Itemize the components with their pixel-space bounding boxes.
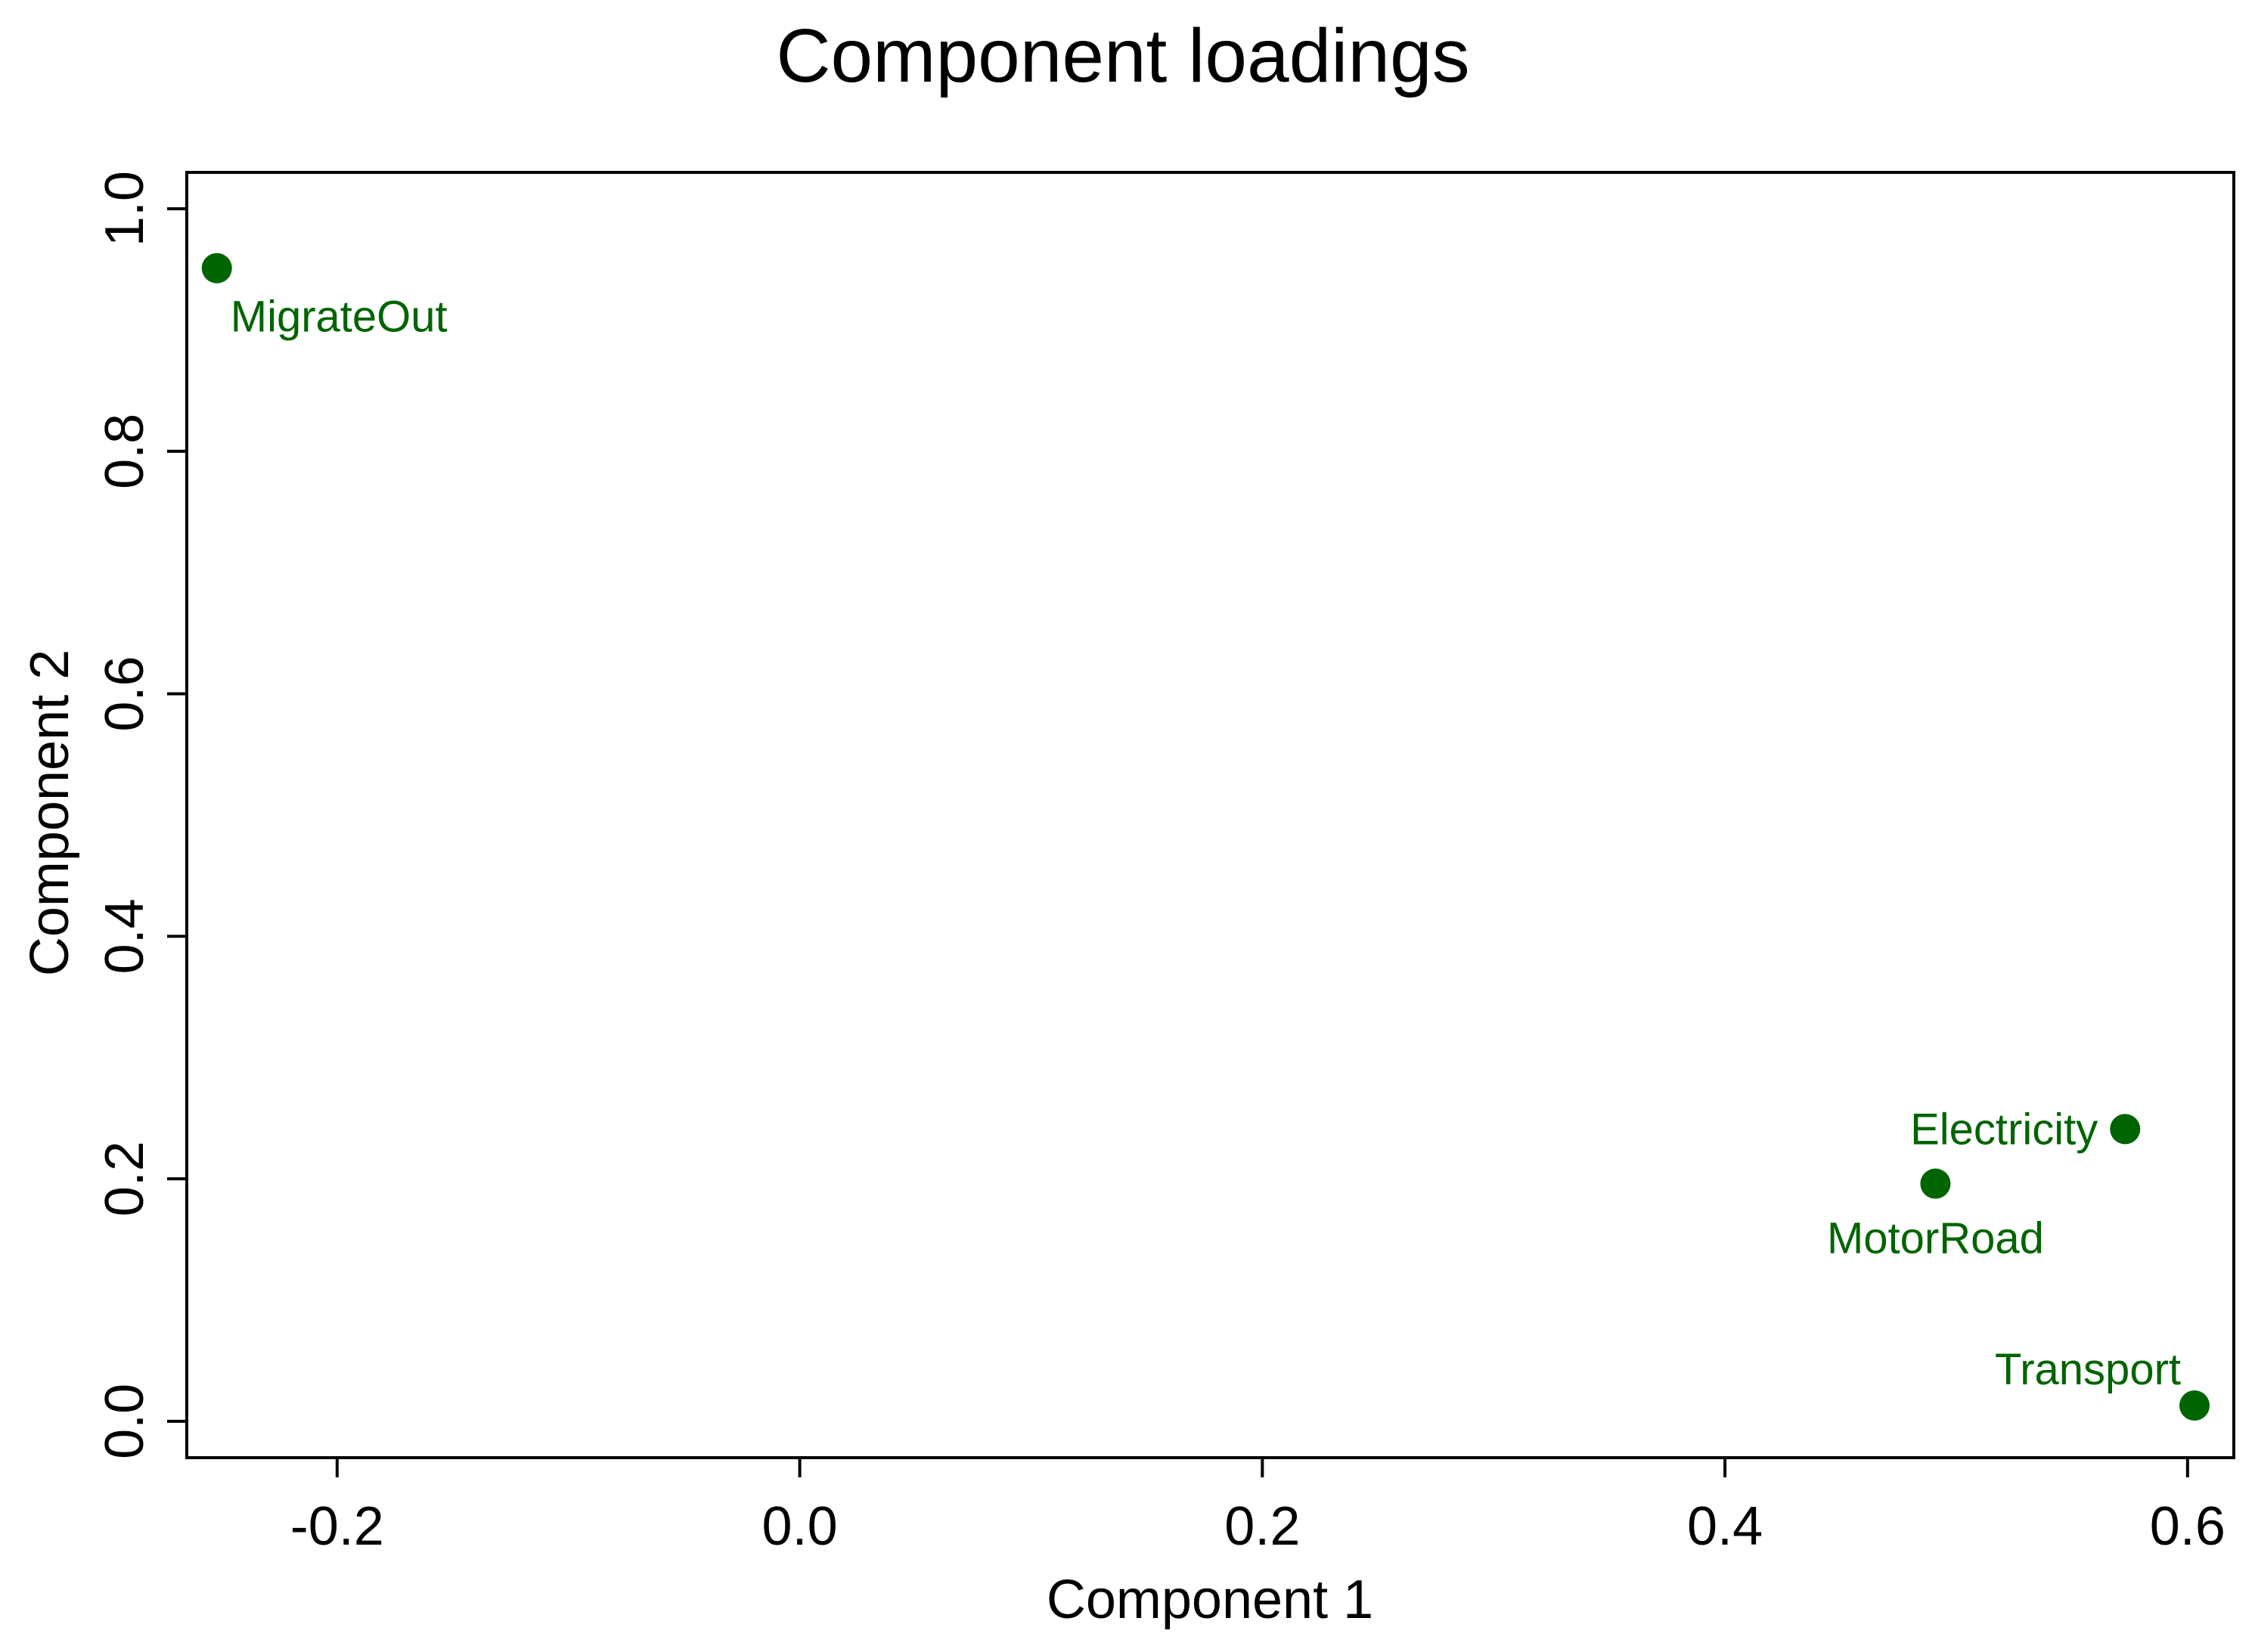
data-point (2179, 1390, 2210, 1421)
data-points: MigrateOut Electricity MotorRoad Transport (201, 253, 2210, 1421)
x-tick-label: 0.6 (2150, 1496, 2226, 1557)
data-point (201, 253, 232, 284)
x-tick-label: 0.0 (762, 1496, 838, 1557)
chart-title: Component loadings (776, 14, 1469, 98)
point-label: MigrateOut (231, 293, 448, 342)
y-axis-ticks: 0.0 0.2 0.4 0.6 0.8 1.0 (95, 171, 187, 1459)
y-tick-label: 1.0 (95, 171, 155, 246)
x-axis-ticks: -0.2 0.0 0.2 0.4 0.6 (290, 1458, 2226, 1557)
point-label: MotorRoad (1827, 1214, 2044, 1263)
y-tick-label: 0.4 (95, 898, 155, 974)
point-label: Electricity (1910, 1105, 2098, 1154)
data-point (2110, 1114, 2141, 1145)
x-tick-label: 0.4 (1687, 1496, 1763, 1557)
point-label: Transport (1995, 1345, 2181, 1394)
y-axis-label: Component 2 (20, 649, 80, 976)
y-tick-label: 0.2 (95, 1141, 155, 1217)
y-tick-label: 0.6 (95, 656, 155, 732)
x-tick-label: -0.2 (290, 1496, 384, 1557)
data-point (1920, 1168, 1951, 1199)
x-tick-label: 0.2 (1224, 1496, 1300, 1557)
y-tick-label: 0.8 (95, 414, 155, 489)
plot-frame (185, 171, 2235, 1459)
y-tick-label: 0.0 (95, 1384, 155, 1459)
x-axis-label: Component 1 (1047, 1570, 1373, 1630)
